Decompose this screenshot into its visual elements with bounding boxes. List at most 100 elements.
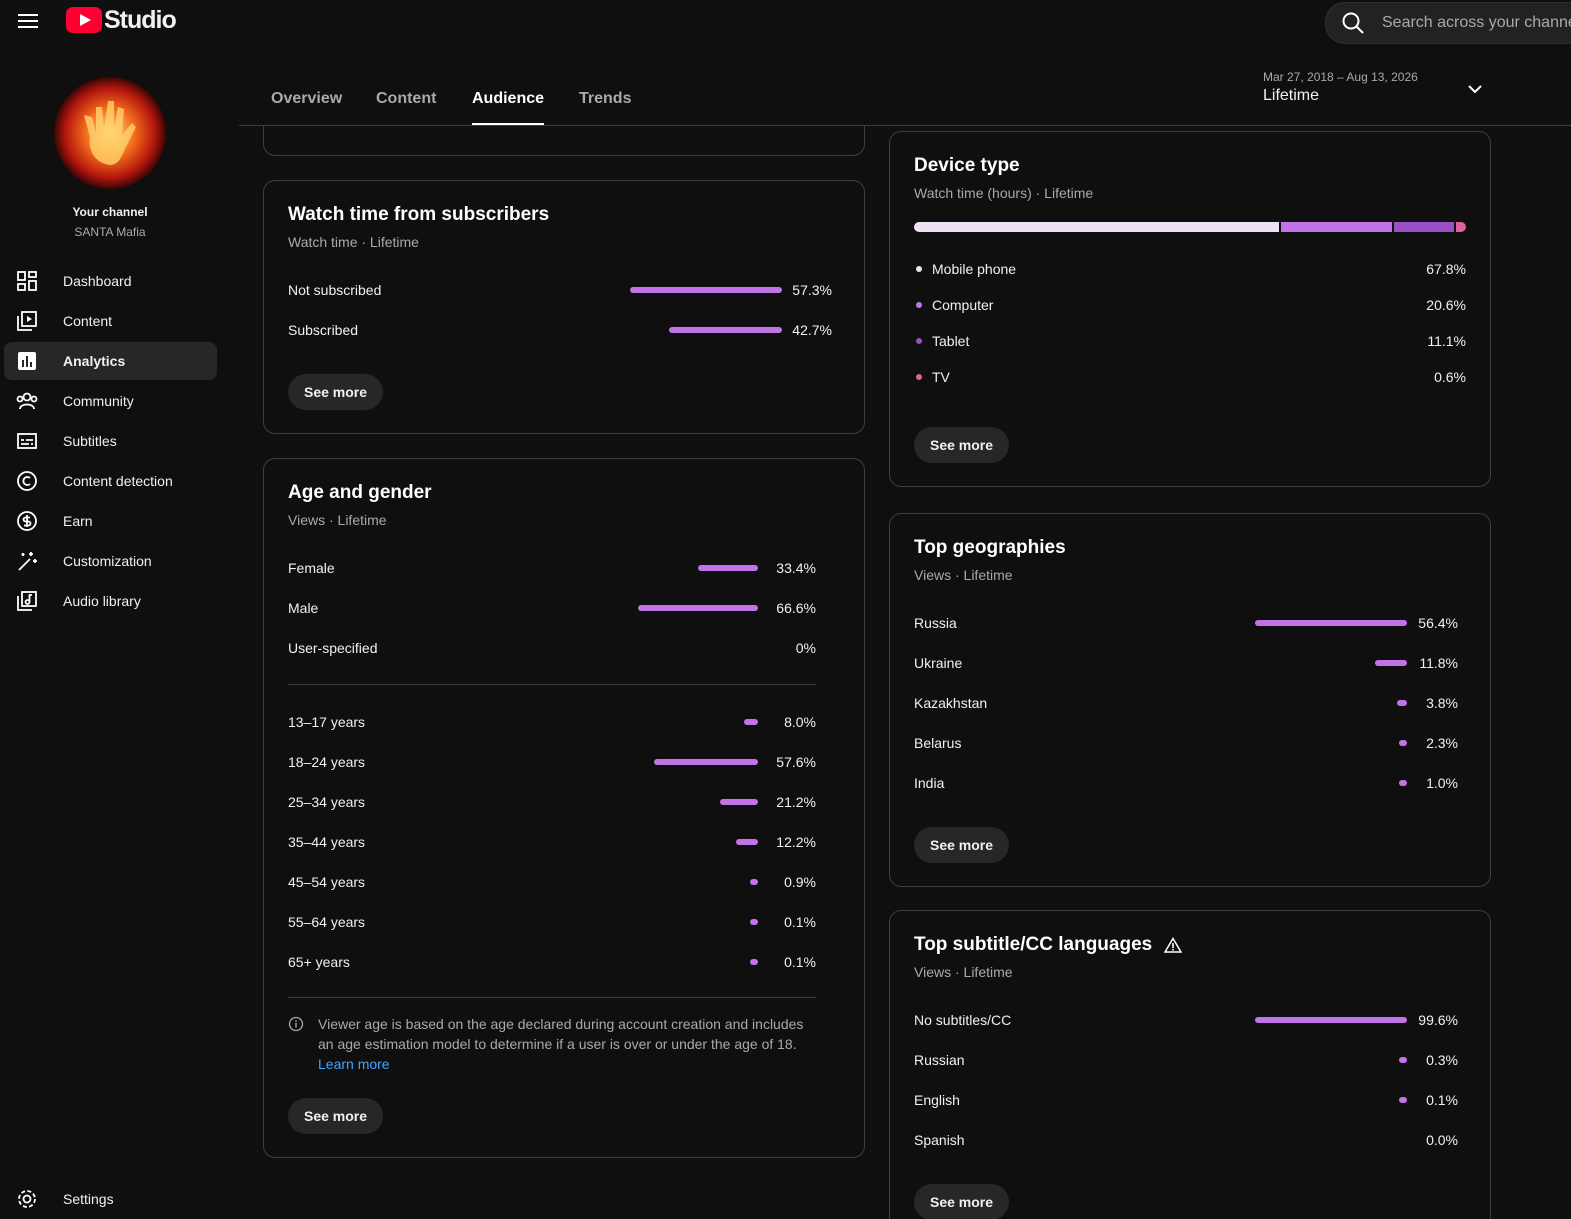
warning-icon[interactable] (1164, 937, 1183, 953)
nav-icon (17, 511, 37, 531)
nav-label: Settings (63, 1191, 114, 1207)
stack-segment (914, 222, 1280, 232)
bar (697, 565, 758, 571)
card: Watch time from subscribers Watch time ·… (263, 180, 865, 434)
row-label: 55–64 years (288, 914, 366, 930)
bar-track (630, 287, 782, 293)
see-more-button[interactable]: See more (914, 427, 1010, 463)
learn-more-link[interactable]: Learn more (318, 1056, 390, 1072)
bar-track (1255, 700, 1407, 706)
bar (1399, 1057, 1407, 1063)
nav-item[interactable]: Content (4, 302, 217, 340)
channel-avatar[interactable] (54, 77, 166, 189)
bar (654, 759, 758, 765)
row-label: TV (932, 369, 950, 385)
rows: Female 33.4% Male 66.6% User-specified 0% (288, 548, 816, 668)
nav-item[interactable]: Community (4, 382, 217, 420)
nav-item[interactable]: Subtitles (4, 422, 217, 460)
nav-item[interactable]: Content detection (4, 462, 217, 500)
nav-icon (17, 271, 37, 291)
bar-track (638, 799, 758, 805)
row: 18–24 years 57.6% (288, 742, 816, 782)
row-value: 0.1% (784, 954, 816, 970)
search-icon (1342, 12, 1364, 34)
row-value: 99.6% (1418, 1012, 1458, 1028)
row-label: 45–54 years (288, 874, 366, 890)
nav-icon (18, 552, 37, 571)
card: Age and gender Views · Lifetime Female 33… (263, 458, 865, 1158)
bar-track (1255, 660, 1407, 666)
nav-item[interactable]: Earn (4, 502, 217, 540)
rows: 13–17 years 8.0% 18–24 years 57.6% 25–34 yea… (288, 702, 816, 982)
bar-track (638, 879, 758, 885)
logo-icon[interactable] (66, 7, 102, 33)
row-label: User-specified (288, 640, 378, 656)
row-label: 25–34 years (288, 794, 366, 810)
date-dropdown[interactable] (1467, 83, 1483, 95)
row: User-specified 0% (288, 628, 816, 668)
row: Male 66.6% (288, 588, 816, 628)
card (263, 126, 865, 156)
row-value: 1.0% (1426, 775, 1458, 791)
card-title-text: Top subtitle/CC languages (914, 934, 1153, 955)
stack-segment (1456, 222, 1466, 232)
date-period[interactable]: Lifetime (1263, 87, 1320, 104)
row: Ukraine 11.8% (914, 643, 1458, 683)
row: Belarus 2.3% (914, 723, 1458, 763)
row-label: 13–17 years (288, 714, 366, 730)
row: English 0.1% (914, 1080, 1458, 1120)
row-label: Mobile phone (932, 261, 1017, 277)
card-title: Age and gender (288, 482, 432, 503)
menu-button[interactable] (18, 12, 38, 30)
bar-track (638, 719, 758, 725)
row-label: Subscribed (288, 322, 359, 338)
nav-item[interactable]: Audio library (4, 582, 217, 620)
bar (1399, 1097, 1407, 1103)
see-more-button[interactable]: See more (914, 827, 1010, 863)
bar-track (1255, 1097, 1407, 1103)
nav-icon (17, 433, 37, 449)
row-label: English (914, 1092, 960, 1108)
nav-icon (18, 1190, 36, 1208)
row-label: Russian (914, 1052, 965, 1068)
row-value: 20.6% (1426, 297, 1466, 313)
search-box[interactable]: Search across your channel (1325, 2, 1571, 44)
nav-icon (18, 352, 36, 370)
see-more-button[interactable]: See more (288, 374, 384, 410)
row-label: Ukraine (914, 655, 963, 671)
row-label: Female (288, 560, 335, 576)
nav-item[interactable]: Analytics (4, 342, 217, 380)
bar (1396, 700, 1407, 706)
row: 13–17 years 8.0% (288, 702, 816, 742)
row: Spanish 0.0% (914, 1120, 1458, 1160)
nav-label: Subtitles (63, 433, 117, 449)
date-range[interactable]: Mar 27, 2018 – Aug 13, 2026 (1263, 70, 1418, 84)
row-value: 0.1% (784, 914, 816, 930)
nav-item[interactable]: Settings (4, 1180, 217, 1218)
nav-item[interactable]: Customization (4, 542, 217, 580)
row-label: Male (288, 600, 319, 616)
logo-text[interactable]: Studio (104, 6, 177, 34)
row-label: Tablet (932, 333, 970, 349)
row-label: Belarus (914, 735, 962, 751)
bar-track (638, 919, 758, 925)
row-value: 0.9% (784, 874, 816, 890)
nav-item[interactable]: Dashboard (4, 262, 217, 300)
bar-track (1255, 740, 1407, 746)
card-subtitle: Views · Lifetime (914, 567, 1013, 583)
tab[interactable]: Overview (271, 90, 343, 107)
tab[interactable]: Content (376, 90, 437, 107)
see-more-button[interactable]: See more (288, 1098, 384, 1134)
bar (630, 287, 782, 293)
row-label: Computer (932, 297, 994, 313)
row: 25–34 years 21.2% (288, 782, 816, 822)
bar (638, 605, 758, 611)
see-more-button[interactable]: See more (914, 1184, 1010, 1219)
tab[interactable]: Trends (579, 90, 632, 107)
tab[interactable]: Audience (472, 90, 545, 126)
nav-icon (17, 311, 37, 331)
device-row: Tablet 11.1% (914, 323, 1466, 359)
stack-segment (1281, 222, 1393, 232)
